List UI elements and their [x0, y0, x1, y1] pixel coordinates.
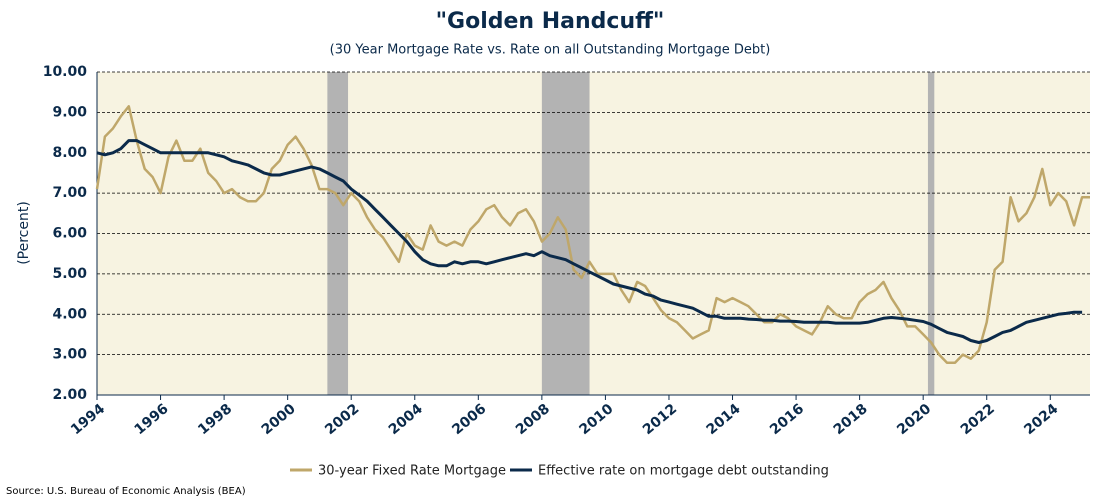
y-tick-label: 10.00	[43, 64, 88, 80]
series-line	[96, 139, 1083, 344]
x-tick-label: 2018	[831, 401, 871, 438]
x-tick-label: 2012	[640, 401, 680, 438]
x-tick-label: 1994	[68, 401, 108, 438]
x-tick-label: 2010	[576, 401, 616, 438]
legend-label: Effective rate on mortgage debt outstand…	[538, 464, 829, 479]
chart-subtitle: (30 Year Mortgage Rate vs. Rate on all O…	[330, 43, 771, 58]
x-tick-label: 1996	[132, 401, 172, 438]
x-tick-label: 2024	[1021, 401, 1061, 438]
x-tick-label: 2014	[704, 401, 744, 438]
x-tick-label: 2016	[767, 401, 807, 438]
y-tick-label: 2.00	[52, 387, 87, 403]
chart-title: "Golden Handcuff"	[436, 9, 665, 34]
x-tick-label: 2006	[449, 401, 489, 438]
x-tick-label: 2000	[259, 401, 299, 438]
x-tick-label: 2008	[513, 401, 553, 438]
y-tick-label: 8.00	[52, 145, 87, 161]
y-tick-label: 9.00	[52, 104, 87, 120]
y-tick-label: 7.00	[52, 185, 87, 201]
series-line	[95, 105, 1090, 364]
y-tick-label: 6.00	[52, 226, 87, 242]
x-tick-label: 2022	[958, 401, 998, 438]
source-note: Source: U.S. Bureau of Economic Analysis…	[6, 486, 246, 497]
y-axis-label: (Percent)	[16, 201, 32, 265]
y-tick-label: 3.00	[52, 347, 87, 363]
legend-label: 30-year Fixed Rate Mortgage	[318, 464, 506, 479]
x-tick-label: 2004	[386, 401, 426, 438]
x-tick-label: 1998	[195, 401, 235, 438]
x-tick-label: 2020	[894, 401, 934, 438]
x-tick-label: 2002	[322, 401, 362, 438]
recession-band	[927, 72, 935, 395]
y-tick-label: 4.00	[52, 306, 87, 322]
y-tick-label: 5.00	[52, 266, 87, 282]
